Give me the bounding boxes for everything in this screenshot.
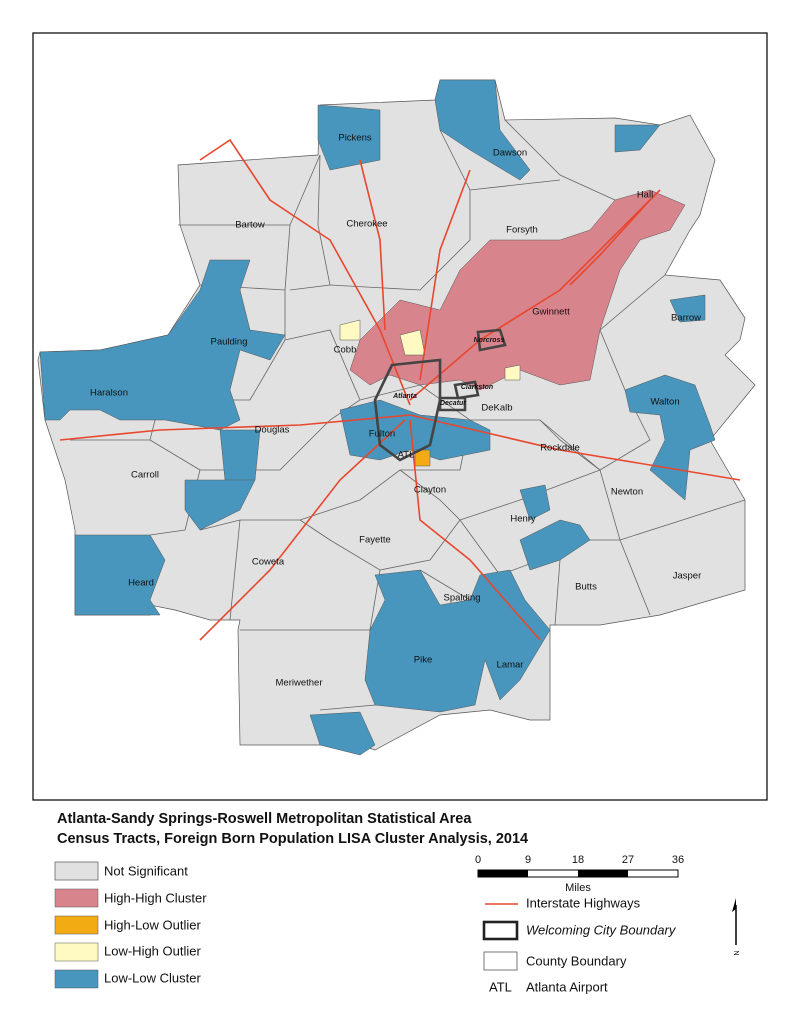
map [37, 79, 756, 756]
legend-swatch [54, 888, 99, 908]
welcoming-city-boundaries [373, 328, 507, 462]
legend-label: Low-High Outlier [104, 943, 201, 958]
county-label: Dawson [493, 148, 527, 159]
interstate-highways [59, 138, 741, 641]
county-label: Spalding [444, 593, 481, 604]
county-label: Haralson [90, 388, 128, 399]
legend-label: High-Low Outlier [104, 917, 201, 932]
county-label: Meriwether [276, 678, 323, 689]
low-low-cluster [669, 294, 706, 323]
county-label: Lamar [497, 660, 524, 671]
county-label: Barrow [671, 313, 701, 324]
legend-swatch [54, 861, 99, 881]
legend: Not Significant High-High Cluster High-L… [54, 854, 684, 994]
county-label: Pickens [338, 133, 372, 144]
legend-swatch [483, 951, 518, 971]
low-low-cluster [614, 124, 661, 153]
scale-tick-label: 0 [475, 854, 481, 866]
county-label: Fayette [359, 535, 391, 546]
scale-bar-segment [478, 870, 528, 877]
legend-swatch [54, 915, 99, 935]
legend-label: Low-Low Cluster [104, 970, 201, 985]
airport-label: ATL [398, 450, 415, 461]
county-label: Gwinnett [532, 307, 570, 318]
legend-swatch [54, 942, 99, 962]
county-label: Walton [650, 397, 679, 408]
county-label: Clayton [414, 485, 446, 496]
county-label: Jasper [673, 571, 702, 582]
county-labels: Pickens Dawson Hall Bartow Cherokee Fors… [90, 133, 701, 689]
legend-label: High-High Cluster [104, 890, 207, 905]
county-label: Fulton [369, 429, 395, 440]
north-label: N [732, 950, 739, 955]
city-label: Clarkston [461, 384, 493, 391]
county-label: Pike [414, 655, 432, 666]
low-low-cluster [309, 711, 376, 756]
county-label: DeKalb [481, 403, 512, 414]
low-high-outlier [399, 329, 426, 356]
title: Atlanta-Sandy Springs-Roswell Metropolit… [57, 811, 472, 827]
legend-label: Welcoming City Boundary [526, 922, 677, 937]
scale-tick-label: 27 [622, 854, 634, 866]
county-label: Heard [128, 578, 154, 589]
low-high-outlier [504, 364, 521, 381]
north-arrow: N [732, 898, 739, 956]
legend-label: County Boundary [526, 953, 627, 968]
low-low-cluster [39, 259, 286, 431]
county-label: Newton [611, 487, 643, 498]
north-arrow-head [732, 898, 736, 912]
high-high-cluster [349, 189, 686, 391]
county-label: Cherokee [346, 219, 387, 230]
scale-tick-label: 36 [672, 854, 684, 866]
low-low-cluster [519, 484, 551, 521]
legend-label: Not Significant [104, 863, 188, 878]
low-high-outlier [339, 319, 361, 341]
low-low-cluster [317, 104, 381, 171]
legend-swatch [54, 969, 99, 989]
legend-code: ATL [489, 979, 512, 994]
county-label: Bartow [235, 220, 265, 231]
scale-tick-label: 9 [525, 854, 531, 866]
low-low-cluster [434, 79, 531, 181]
county-label: Butts [575, 582, 597, 593]
scale-bar-segment [578, 870, 628, 877]
county-label: Carroll [131, 470, 159, 481]
low-low-cluster [519, 519, 591, 571]
low-low-cluster [364, 569, 551, 713]
county-label: Paulding [211, 337, 248, 348]
county-label: Henry [510, 514, 536, 525]
county-label: Hall [637, 190, 653, 201]
title: Census Tracts, Foreign Born Population L… [57, 831, 528, 847]
scale-unit: Miles [565, 882, 591, 894]
county-label: Cobb [334, 345, 357, 356]
low-low-cluster [184, 479, 256, 531]
county-label: Forsyth [506, 225, 538, 236]
legend-swatch [482, 920, 519, 941]
scale-bar: 0 9 18 27 36 [475, 854, 684, 878]
city-label: Norcross [474, 337, 505, 344]
city-label: Decatur [440, 400, 467, 407]
low-low-cluster [624, 374, 716, 501]
city-labels: Norcross Clarkston Atlanta Decatur ATL [392, 337, 504, 461]
high-low-outlier [414, 449, 431, 467]
scale-tick-label: 18 [572, 854, 584, 866]
low-low-cluster [74, 534, 166, 616]
county-label: Coweta [252, 557, 285, 568]
city-label: Atlanta [392, 393, 417, 400]
county-label: Douglas [255, 425, 290, 436]
county-label: Rockdale [540, 443, 580, 454]
legend-label: Interstate Highways [526, 895, 641, 910]
legend-label: Atlanta Airport [526, 979, 608, 994]
